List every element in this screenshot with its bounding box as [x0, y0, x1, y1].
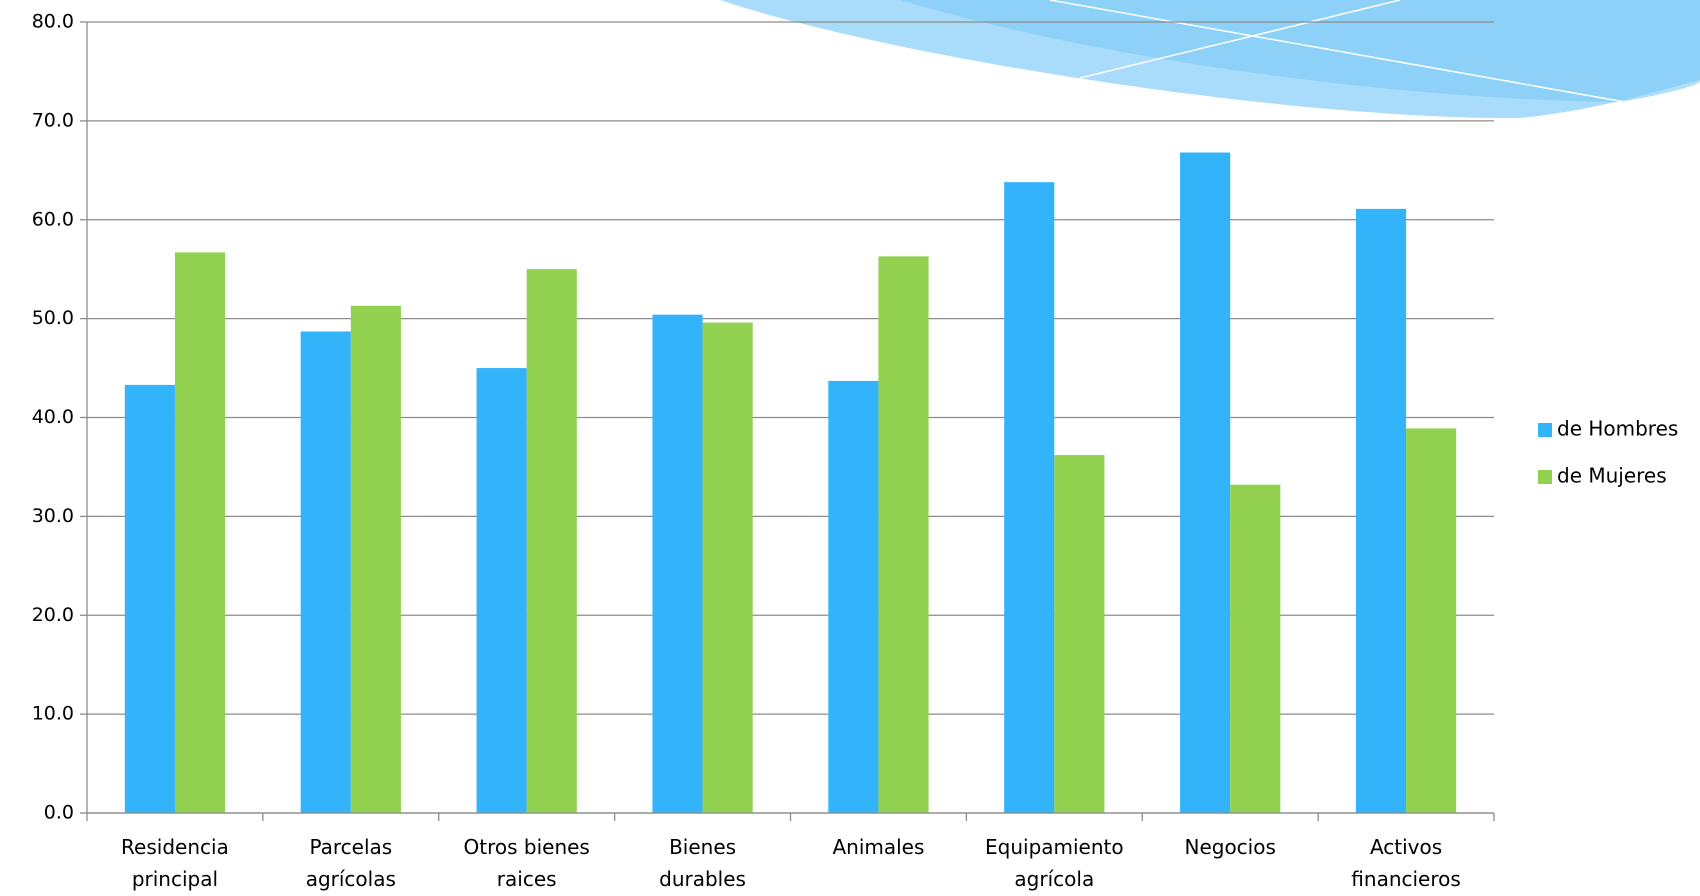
y-tick-label: 50.0: [32, 307, 74, 329]
x-tick-label: Activos financieros: [1351, 835, 1461, 891]
y-tick-label: 70.0: [32, 109, 74, 131]
bar: [1004, 182, 1055, 814]
x-tick-label: Otros bienes raices: [463, 835, 590, 891]
bar: [1355, 208, 1407, 813]
bar: [124, 384, 175, 813]
bar: [652, 314, 703, 813]
y-tick-label: 30.0: [32, 505, 74, 527]
y-tick-label: 10.0: [32, 703, 74, 725]
bar: [1406, 428, 1457, 813]
x-tick-label: Animales: [832, 835, 925, 859]
bar: [828, 380, 879, 813]
x-tick-label: Equipamiento agrícola: [985, 835, 1124, 891]
bar: [174, 252, 226, 813]
decoration: [720, 0, 1700, 119]
y-tick-label: 80.0: [32, 11, 74, 33]
bar: [300, 331, 351, 813]
bar: [878, 256, 929, 813]
bar: [1054, 455, 1105, 813]
bar: [702, 322, 753, 813]
legend-label: de Hombres: [1557, 417, 1678, 441]
legend-swatch: [1538, 470, 1552, 484]
legend-label: de Mujeres: [1557, 464, 1667, 488]
bar: [476, 368, 527, 813]
bar: [1180, 152, 1231, 813]
y-tick-label: 0.0: [44, 802, 74, 824]
x-tick-label: Negocios: [1184, 835, 1276, 859]
x-tick-label: Parcelas agrícolas: [305, 835, 396, 891]
y-tick-label: 20.0: [32, 604, 74, 626]
bar: [526, 269, 577, 813]
legend-swatch: [1538, 423, 1552, 437]
bar: [1230, 484, 1281, 813]
y-tick-label: 60.0: [32, 208, 74, 230]
bar: [350, 305, 401, 813]
x-tick-label: Bienes durables: [659, 835, 746, 891]
x-tick-label: Residencia principal: [121, 835, 229, 891]
y-tick-label: 40.0: [32, 406, 74, 428]
